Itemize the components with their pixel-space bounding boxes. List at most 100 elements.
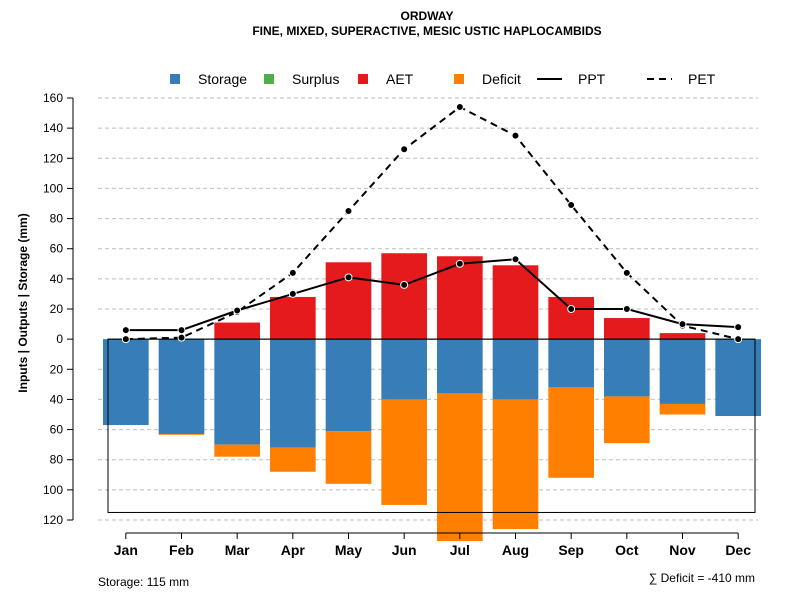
legend-label-ppt: PPT bbox=[578, 71, 606, 87]
aet-bar bbox=[548, 296, 594, 340]
storage-bar bbox=[604, 339, 650, 397]
chart-title: ORDWAY bbox=[401, 9, 454, 23]
ppt-point bbox=[622, 305, 631, 313]
ppt-line bbox=[125, 258, 739, 332]
legend-label-pet: PET bbox=[688, 71, 716, 87]
pet-point bbox=[177, 333, 186, 342]
storage-bar bbox=[659, 339, 706, 404]
y-tick-label: 60 bbox=[50, 242, 64, 256]
legend-label-deficit: Deficit bbox=[482, 71, 521, 87]
pet-point bbox=[288, 268, 297, 277]
storage-bar bbox=[103, 339, 149, 426]
storage-bar bbox=[492, 339, 539, 400]
y-tick-label: 120 bbox=[43, 151, 63, 165]
deficit-bar bbox=[214, 444, 260, 457]
x-tick-label: Feb bbox=[169, 542, 194, 558]
x-axis: Jan Feb Mar Apr May Jun Jul Aug Sep Oct Nov Dec bbox=[114, 532, 751, 558]
pet-point bbox=[511, 131, 520, 140]
aet-bar bbox=[604, 318, 650, 340]
pet-point bbox=[400, 145, 409, 154]
deficit-bar bbox=[270, 447, 316, 472]
pet-point bbox=[121, 335, 130, 344]
ppt-point bbox=[400, 280, 409, 289]
x-tick-label: Jan bbox=[114, 542, 138, 558]
chart-legend: Storage Surplus AET Deficit PPT PET bbox=[170, 71, 716, 87]
ppt-point bbox=[567, 305, 576, 313]
y-tick-label: 80 bbox=[50, 453, 64, 467]
storage-bar bbox=[325, 339, 372, 432]
aet-bar bbox=[214, 322, 260, 340]
aet-bar bbox=[381, 253, 427, 340]
y-tick-label: 80 bbox=[50, 212, 64, 226]
y-tick-label: 100 bbox=[43, 181, 63, 195]
x-tick-label: May bbox=[335, 542, 362, 558]
pet-point bbox=[622, 268, 631, 277]
pet-point bbox=[734, 335, 743, 344]
grid-lines bbox=[98, 97, 758, 521]
legend-swatch-deficit bbox=[454, 74, 464, 84]
ppt-point bbox=[121, 326, 130, 335]
ppt-point bbox=[233, 306, 242, 315]
aet-bar bbox=[270, 296, 316, 340]
x-tick-label: Dec bbox=[725, 542, 751, 558]
x-tick-label: Nov bbox=[669, 542, 696, 558]
y-tick-label: 40 bbox=[50, 392, 64, 406]
storage-bar bbox=[381, 339, 427, 400]
legend-label-surplus: Surplus bbox=[292, 71, 339, 87]
ppt-point bbox=[288, 289, 297, 298]
storage-bar bbox=[158, 339, 205, 435]
storage-capacity-box bbox=[107, 338, 756, 513]
x-tick-label: Aug bbox=[502, 542, 529, 558]
storage-bar bbox=[548, 339, 594, 388]
deficit-annotation: ∑ Deficit = -410 mm bbox=[649, 571, 755, 585]
y-tick-label: 20 bbox=[50, 362, 64, 376]
y-tick-label: 140 bbox=[43, 121, 63, 135]
storage-bar bbox=[270, 339, 316, 448]
y-axis-label: Inputs | Outputs | Storage (mm) bbox=[16, 213, 30, 392]
ppt-point bbox=[177, 326, 186, 335]
deficit-bar bbox=[437, 393, 483, 542]
legend-label-aet: AET bbox=[386, 71, 414, 87]
storage-bar bbox=[214, 339, 260, 445]
x-tick-label: Oct bbox=[615, 542, 639, 558]
storage-bar bbox=[437, 339, 483, 394]
deficit-bar bbox=[604, 396, 650, 444]
legend-swatch-storage bbox=[170, 74, 180, 84]
y-tick-label: 20 bbox=[50, 302, 64, 316]
y-tick-label: 40 bbox=[50, 272, 64, 286]
bars bbox=[103, 253, 761, 542]
ppt-point bbox=[455, 259, 464, 268]
x-tick-label: Mar bbox=[225, 542, 250, 558]
deficit-bar bbox=[659, 403, 706, 415]
aet-bar bbox=[437, 256, 483, 340]
storage-bar bbox=[715, 339, 761, 417]
ppt-point bbox=[511, 255, 520, 264]
x-tick-label: Jul bbox=[450, 542, 470, 558]
series-lines bbox=[121, 103, 743, 344]
legend-swatch-aet bbox=[358, 74, 368, 84]
y-tick-label: 160 bbox=[43, 91, 63, 105]
deficit-bar bbox=[381, 399, 427, 505]
ppt-point bbox=[734, 323, 743, 332]
legend-swatch-surplus bbox=[264, 74, 274, 84]
y-tick-label: 60 bbox=[50, 423, 64, 437]
pet-point bbox=[455, 103, 464, 112]
ppt-point bbox=[678, 320, 687, 329]
aet-bar bbox=[492, 265, 539, 340]
y-tick-label: 120 bbox=[43, 513, 63, 527]
aet-bar bbox=[659, 333, 706, 340]
chart-subtitle: FINE, MIXED, SUPERACTIVE, MESIC USTIC HA… bbox=[252, 24, 601, 38]
x-tick-label: Sep bbox=[558, 542, 584, 558]
deficit-bar bbox=[325, 431, 372, 484]
y-tick-label: 100 bbox=[43, 483, 63, 497]
x-tick-label: Jun bbox=[392, 542, 417, 558]
pet-point bbox=[567, 201, 576, 210]
x-tick-label: Apr bbox=[281, 542, 306, 558]
ppt-point bbox=[344, 273, 353, 282]
deficit-bar bbox=[158, 434, 205, 435]
legend-label-storage: Storage bbox=[198, 71, 247, 87]
deficit-bar bbox=[548, 387, 594, 478]
pet-line bbox=[125, 105, 739, 341]
deficit-bar bbox=[492, 399, 539, 530]
